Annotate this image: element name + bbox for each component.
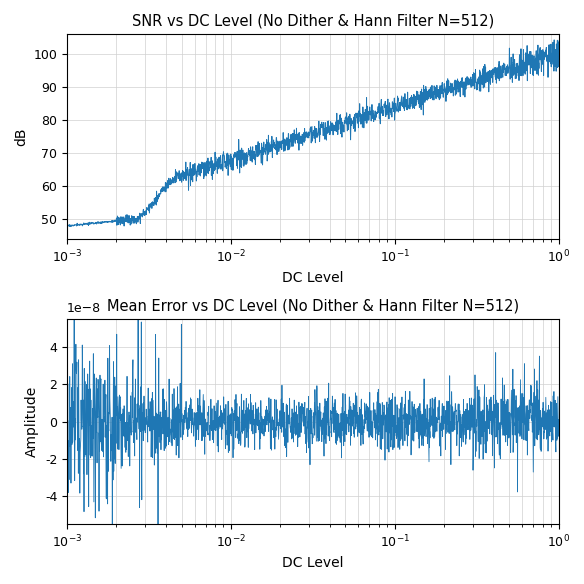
Y-axis label: dB: dB xyxy=(14,127,28,146)
Title: SNR vs DC Level (No Dither & Hann Filter N=512): SNR vs DC Level (No Dither & Hann Filter… xyxy=(132,14,494,29)
Y-axis label: Amplitude: Amplitude xyxy=(25,386,39,457)
X-axis label: DC Level: DC Level xyxy=(282,271,343,285)
X-axis label: DC Level: DC Level xyxy=(282,556,343,570)
Text: 1e−8: 1e−8 xyxy=(67,302,101,315)
Title: Mean Error vs DC Level (No Dither & Hann Filter N=512): Mean Error vs DC Level (No Dither & Hann… xyxy=(107,299,519,314)
